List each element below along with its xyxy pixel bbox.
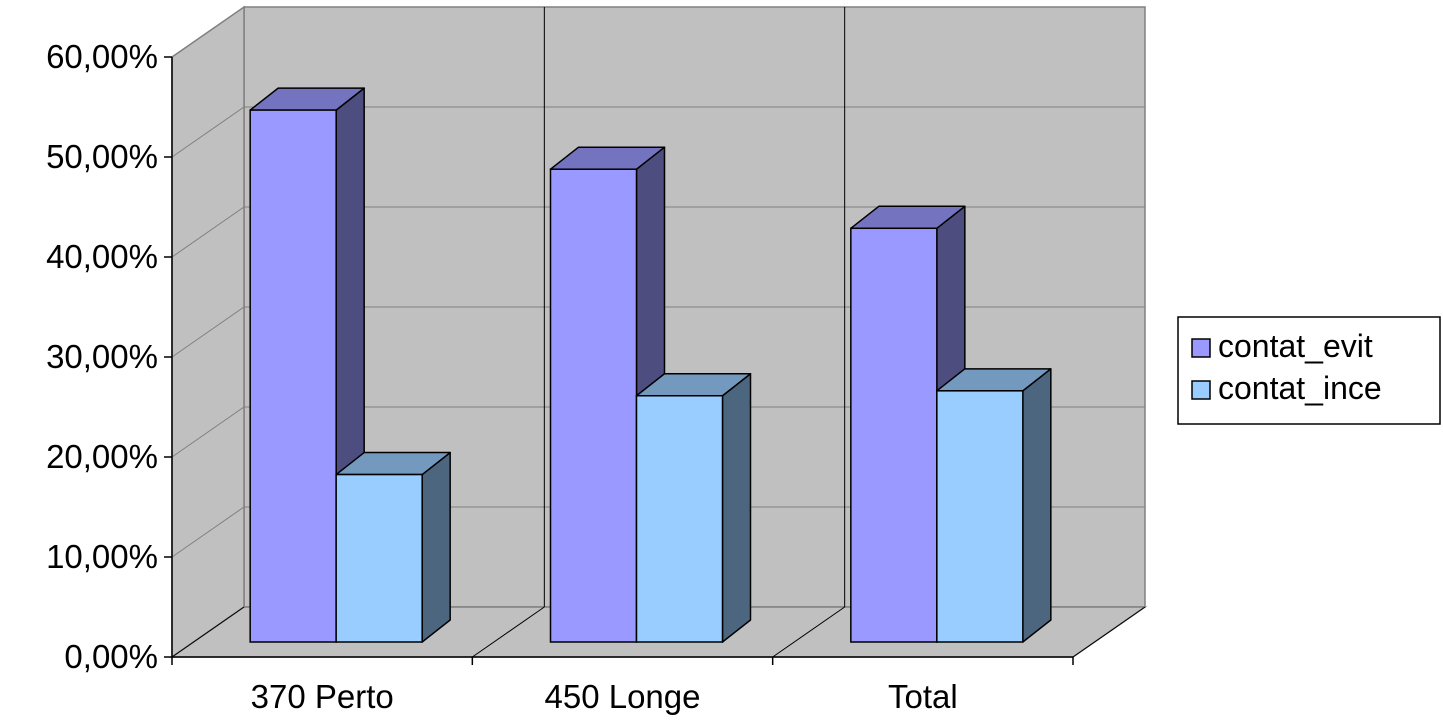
bar-front bbox=[936, 390, 1024, 643]
x-category-label: Total bbox=[888, 678, 958, 715]
bar-side bbox=[1022, 368, 1052, 643]
bars bbox=[249, 87, 1052, 643]
bar-side bbox=[421, 451, 451, 643]
gridlines bbox=[171, 6, 1146, 658]
bar-front bbox=[850, 227, 938, 643]
bar-front bbox=[635, 395, 724, 643]
bar bbox=[936, 368, 1052, 643]
y-tick-label: 30,00% bbox=[46, 338, 158, 375]
bar bbox=[249, 87, 365, 643]
x-category-label: 370 Perto bbox=[251, 678, 394, 715]
y-tick-label: 10,00% bbox=[46, 538, 158, 575]
legend-label: contat_ince bbox=[1218, 370, 1382, 406]
floor-divider bbox=[472, 606, 545, 658]
bar bbox=[335, 451, 451, 643]
x-axis-category-labels: 370 Perto 450 Longe Total bbox=[251, 678, 958, 715]
axes bbox=[164, 56, 1074, 665]
floor-divider bbox=[171, 606, 245, 658]
y-tick-label: 0,00% bbox=[64, 638, 158, 675]
legend: contat_evit contat_ince bbox=[1177, 316, 1441, 425]
y-tick-label: 60,00% bbox=[46, 38, 158, 75]
bar-front bbox=[249, 109, 337, 643]
x-category-label: 450 Longe bbox=[545, 678, 701, 715]
legend-swatch bbox=[1191, 338, 1211, 358]
legend-label: contat_evit bbox=[1218, 328, 1373, 364]
bar-front bbox=[549, 168, 638, 643]
bar bbox=[635, 373, 752, 643]
legend-box bbox=[1177, 316, 1441, 425]
bar-side bbox=[721, 373, 752, 643]
bar-front bbox=[335, 473, 423, 643]
y-axis-tick-labels: 0,00% 10,00% 20,00% 30,00% 40,00% 50,00% 60,00… bbox=[46, 38, 158, 675]
legend-swatch bbox=[1191, 380, 1211, 400]
y-tick-label: 20,00% bbox=[46, 438, 158, 475]
y-tick-label: 50,00% bbox=[46, 138, 158, 175]
y-tick-label: 40,00% bbox=[46, 238, 158, 275]
floor-divider bbox=[1072, 606, 1146, 658]
floor-divider bbox=[772, 606, 845, 658]
